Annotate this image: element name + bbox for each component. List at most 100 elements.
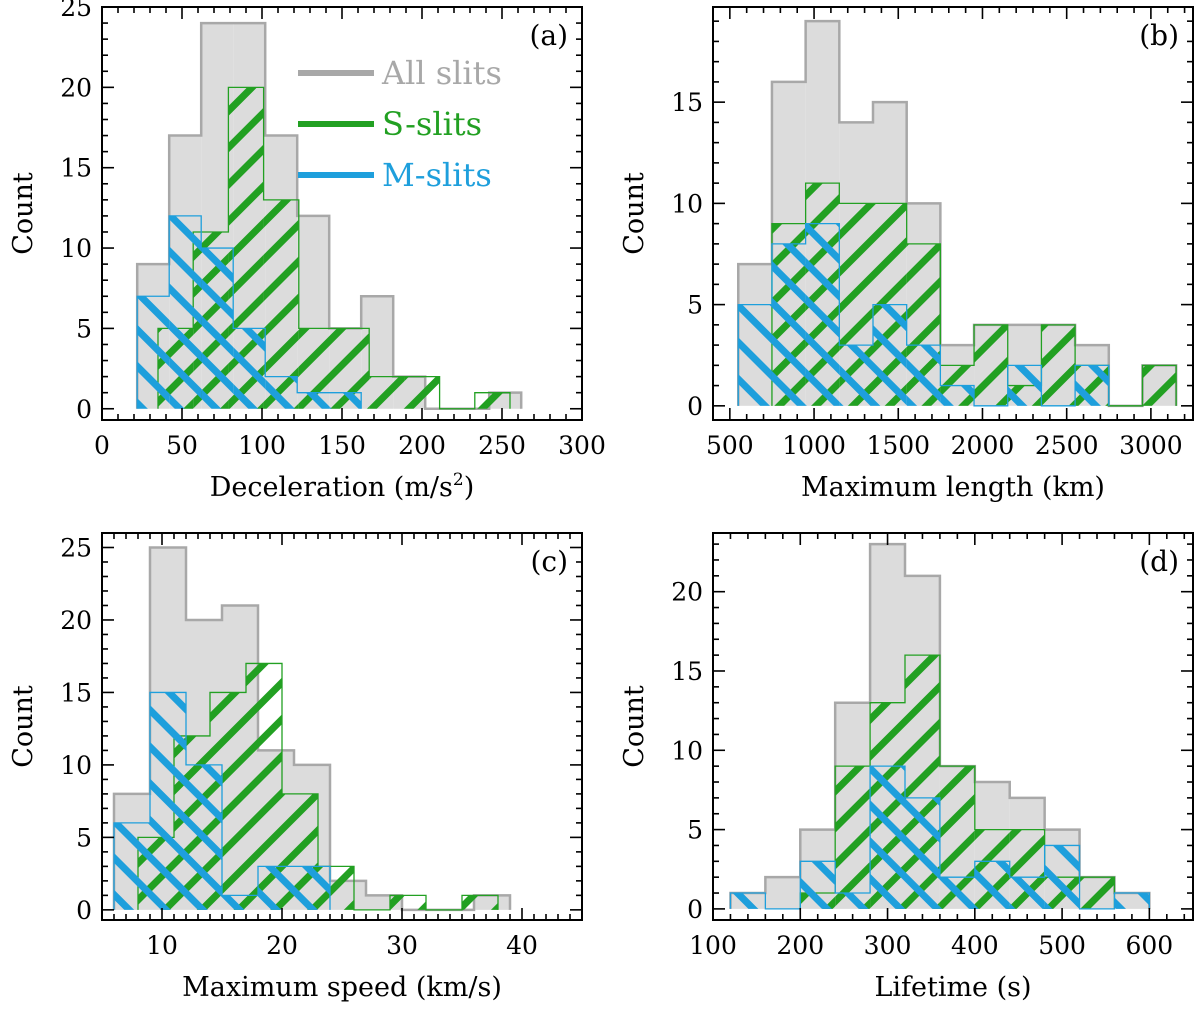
bar-m-1 xyxy=(771,243,806,406)
x-axis-label: Maximum speed (km/s) xyxy=(182,972,502,1003)
x-tick-label: 1000 xyxy=(782,431,846,460)
bar-s-1 xyxy=(835,766,871,909)
panel-label: (d) xyxy=(1139,545,1179,578)
bar-m-9 xyxy=(1044,845,1080,909)
bar-m-0 xyxy=(730,893,766,909)
bar-s-7 xyxy=(390,895,426,910)
bar-m-5 xyxy=(294,866,330,910)
x-tick-label: 100 xyxy=(238,431,286,460)
y-tick-label: 15 xyxy=(671,657,703,686)
x-tick-label: 200 xyxy=(398,431,446,460)
outline-m xyxy=(113,691,331,910)
x-tick-label: 3000 xyxy=(1119,431,1183,460)
legend-label-m-slits: M-slits xyxy=(382,156,492,194)
panel-deceleration: 0 50 100 150 200 250 300 0 5 10 15 20 25 (a) Deceler… xyxy=(8,0,606,503)
bar-m-0 xyxy=(137,296,170,409)
axis-ticks: 100 200 300 400 500 600 0 5 10 15 20 xyxy=(671,533,1193,960)
bar-m-4 xyxy=(265,376,298,409)
y-tick-label: 5 xyxy=(76,823,92,852)
axis-ticks: 500 1000 1500 2000 2500 3000 0 5 10 15 xyxy=(671,7,1193,460)
panel-label: (c) xyxy=(530,545,568,578)
x-axis-label-superscript: 2 xyxy=(453,470,464,490)
y-tick-label: 15 xyxy=(671,88,703,117)
bar-m-6 xyxy=(939,877,975,909)
panel-maximum-length: 500 1000 1500 2000 2500 3000 0 5 10 15 (b) Maximu… xyxy=(619,6,1194,503)
y-tick-label: 10 xyxy=(60,234,92,263)
x-tick-label: 400 xyxy=(951,931,999,960)
outline-m xyxy=(737,222,1110,407)
y-tick-label: 15 xyxy=(60,678,92,707)
x-tick-label: 300 xyxy=(864,931,912,960)
axis-ticks: 0 50 100 150 200 250 300 0 5 10 15 20 25 xyxy=(60,0,606,460)
bar-m-3 xyxy=(233,328,266,409)
x-axis-label: Lifetime (s) xyxy=(874,972,1031,1003)
bar-m-8 xyxy=(1007,365,1042,406)
bar-s-3 xyxy=(263,199,299,409)
panel-label: (a) xyxy=(529,19,568,52)
axes-frame xyxy=(712,6,1194,421)
y-tick-label: 0 xyxy=(687,392,703,421)
x-tick-label: 1500 xyxy=(866,431,930,460)
bar-m-5 xyxy=(906,345,941,406)
bar-m-6 xyxy=(329,392,362,409)
y-tick-label: 20 xyxy=(60,606,92,635)
x-tick-label: 50 xyxy=(166,431,198,460)
bar-m-0 xyxy=(114,822,150,910)
legend-label-all-slits: All slits xyxy=(381,54,502,92)
bar-m-10 xyxy=(1075,365,1109,406)
bar-m-2 xyxy=(201,248,234,409)
bar-all-1 xyxy=(765,877,801,909)
outline-s xyxy=(137,662,499,911)
x-tick-label: 30 xyxy=(386,931,418,960)
axes-frame xyxy=(712,532,1194,921)
bar-s-6 xyxy=(369,376,405,409)
x-tick-label: 600 xyxy=(1126,931,1174,960)
bar-s-11 xyxy=(1142,365,1177,406)
y-axis-label: Count xyxy=(8,685,39,768)
bars-m-slits xyxy=(136,215,362,409)
bar-m-8 xyxy=(1009,877,1045,909)
y-tick-label: 5 xyxy=(687,816,703,845)
bar-s-9 xyxy=(462,895,498,910)
x-tick-label: 2500 xyxy=(1035,431,1099,460)
axis-ticks: 10 20 30 40 0 5 10 15 20 25 xyxy=(60,532,583,960)
bar-s-7 xyxy=(404,376,440,409)
y-tick-label: 5 xyxy=(687,291,703,320)
y-tick-label: 10 xyxy=(60,751,92,780)
y-tick-label: 10 xyxy=(671,189,703,218)
y-tick-label: 25 xyxy=(60,0,92,22)
y-tick-label: 20 xyxy=(60,73,92,102)
bar-m-4 xyxy=(870,766,905,909)
bar-m-1 xyxy=(150,692,186,910)
x-tick-label: 0 xyxy=(94,431,110,460)
legend: All slits S-slits M-slits xyxy=(298,54,502,194)
bar-m-0 xyxy=(738,304,772,406)
y-axis-label: Count xyxy=(8,172,39,255)
bar-s-8 xyxy=(1041,324,1076,406)
bar-s-8 xyxy=(1079,877,1115,909)
bars-m-slits xyxy=(737,222,1110,407)
x-tick-label: 40 xyxy=(506,931,538,960)
y-tick-label: 20 xyxy=(671,578,703,607)
outline-m xyxy=(729,765,1151,910)
bar-s-9 xyxy=(474,392,510,409)
bar-m-4 xyxy=(873,304,907,406)
x-tick-label: 300 xyxy=(558,431,606,460)
bar-m-3 xyxy=(839,345,873,406)
bar-m-2 xyxy=(805,223,840,406)
bar-m-5 xyxy=(297,392,330,409)
panel-lifetime: 100 200 300 400 500 600 0 5 10 15 20 (d) Lifetime … xyxy=(619,532,1194,1003)
bar-m-3 xyxy=(835,893,871,909)
bars-m-slits xyxy=(113,691,331,910)
y-tick-label: 0 xyxy=(76,896,92,925)
x-tick-label: 20 xyxy=(266,931,298,960)
y-tick-label: 5 xyxy=(76,314,92,343)
bar-m-5 xyxy=(905,797,940,909)
x-tick-label: 250 xyxy=(478,431,526,460)
panel-label: (b) xyxy=(1139,19,1179,52)
x-axis-label: Maximum length (km) xyxy=(801,472,1105,503)
bars-m-slits xyxy=(729,765,1151,910)
bar-m-4 xyxy=(258,866,294,910)
bar-m-1 xyxy=(169,215,202,409)
